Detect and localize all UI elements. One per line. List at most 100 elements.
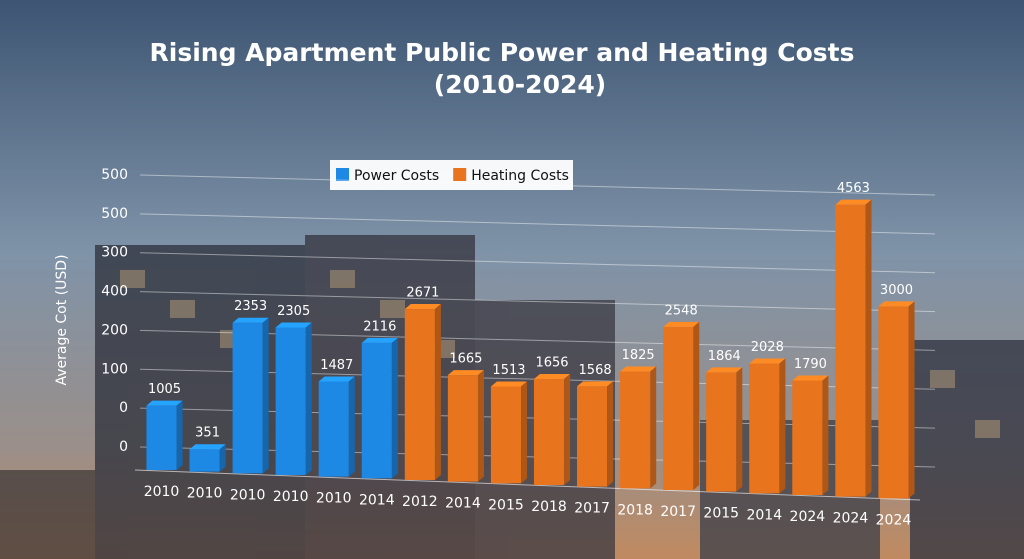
legend-swatch	[336, 168, 349, 181]
y-tick-label: 0	[119, 439, 128, 455]
y-tick-label: 500	[101, 167, 128, 183]
bar	[792, 380, 823, 495]
bar-side	[693, 321, 700, 490]
bar	[404, 309, 435, 480]
bar	[189, 449, 220, 472]
x-tick-label: 2010	[187, 486, 223, 502]
value-label: 2305	[277, 304, 310, 319]
x-tick-label: 2014	[445, 496, 481, 512]
x-tick-label: 2015	[488, 497, 524, 513]
chart-title: Rising Apartment Public Power and Heatin…	[150, 38, 855, 67]
x-tick-label: 2010	[144, 484, 180, 500]
bar-top	[404, 304, 441, 310]
bar-group	[189, 444, 226, 472]
bar	[706, 372, 737, 492]
bar	[275, 327, 306, 475]
grid-line	[139, 174, 936, 196]
bar-side	[219, 444, 226, 472]
bar-top	[533, 374, 571, 380]
y-tick-label: 100	[101, 361, 128, 377]
x-tick-label: 2010	[230, 487, 266, 503]
bar-top	[749, 358, 786, 364]
value-label: 1513	[492, 363, 525, 378]
bar-side	[908, 301, 915, 499]
bar-group	[404, 304, 441, 480]
bar-top	[318, 376, 355, 382]
bar-group	[318, 376, 355, 477]
bar	[835, 204, 866, 497]
x-tick-label: 2024	[833, 511, 869, 527]
bar-group	[146, 400, 183, 470]
bar-group	[361, 337, 398, 479]
grid-line	[139, 291, 936, 313]
bar-top	[146, 400, 183, 406]
value-label: 1568	[579, 363, 612, 378]
bar	[878, 306, 909, 499]
bar-top	[447, 370, 484, 376]
value-label: 1656	[535, 356, 568, 371]
bar-top	[275, 322, 312, 328]
value-label: 1790	[794, 357, 827, 372]
bar-side	[822, 375, 829, 495]
value-label: 2116	[363, 319, 396, 334]
x-tick-label: 2015	[703, 506, 739, 522]
x-tick-label: 2017	[660, 504, 696, 520]
value-label: 3000	[880, 283, 913, 298]
value-label: 4563	[837, 181, 870, 196]
bar	[361, 342, 392, 479]
x-tick-label: 2012	[402, 494, 438, 510]
bar-side	[521, 381, 528, 484]
bar-side	[348, 376, 355, 477]
chart-subtitle: (2010-2024)	[434, 70, 606, 99]
x-axis	[134, 469, 921, 501]
bar-group	[706, 367, 743, 492]
legend-label: Power Costs	[354, 168, 439, 184]
bar-top	[878, 301, 915, 307]
bar-top	[577, 381, 614, 387]
value-label: 2028	[751, 340, 784, 355]
bar	[749, 363, 780, 494]
bar-side	[434, 304, 441, 480]
value-label: 2548	[665, 303, 698, 318]
bar-top	[361, 337, 398, 343]
bar	[533, 379, 565, 485]
x-tick-label: 2014	[746, 507, 782, 523]
bar-top	[835, 199, 872, 205]
bar-side	[736, 367, 743, 492]
bar	[490, 386, 522, 484]
legend: Power Costs Heating Costs	[330, 160, 573, 190]
bar-group	[275, 322, 312, 475]
y-tick-label: 200	[101, 322, 128, 338]
bar	[663, 326, 694, 490]
grid-line	[139, 252, 936, 274]
bar	[447, 375, 478, 482]
value-label: 1825	[622, 348, 655, 363]
value-label: 2353	[234, 299, 267, 314]
bar-group	[447, 370, 484, 482]
bar-side	[176, 400, 183, 470]
bar	[318, 381, 349, 477]
x-tick-label: 2018	[531, 499, 567, 515]
legend-box	[330, 160, 573, 190]
bar-group	[232, 317, 269, 474]
x-tick-label: 2018	[617, 502, 653, 518]
y-tick-label: 0	[119, 400, 128, 416]
legend-swatch	[453, 168, 467, 181]
bar-group	[878, 301, 915, 499]
bar-side	[305, 322, 312, 475]
bar-side	[564, 374, 571, 485]
bar	[232, 322, 263, 474]
x-tick-label: 2024	[876, 512, 912, 528]
value-label: 1665	[449, 352, 482, 367]
value-label: 1005	[148, 382, 181, 397]
bar-top	[232, 317, 269, 323]
bar-side	[477, 370, 484, 482]
grid-line	[139, 213, 936, 235]
bar-group	[835, 199, 872, 497]
bar-group	[490, 381, 528, 484]
x-tick-label: 2010	[273, 489, 309, 505]
bar	[146, 405, 177, 470]
bar-side	[779, 358, 786, 494]
value-label: 1864	[708, 349, 741, 364]
